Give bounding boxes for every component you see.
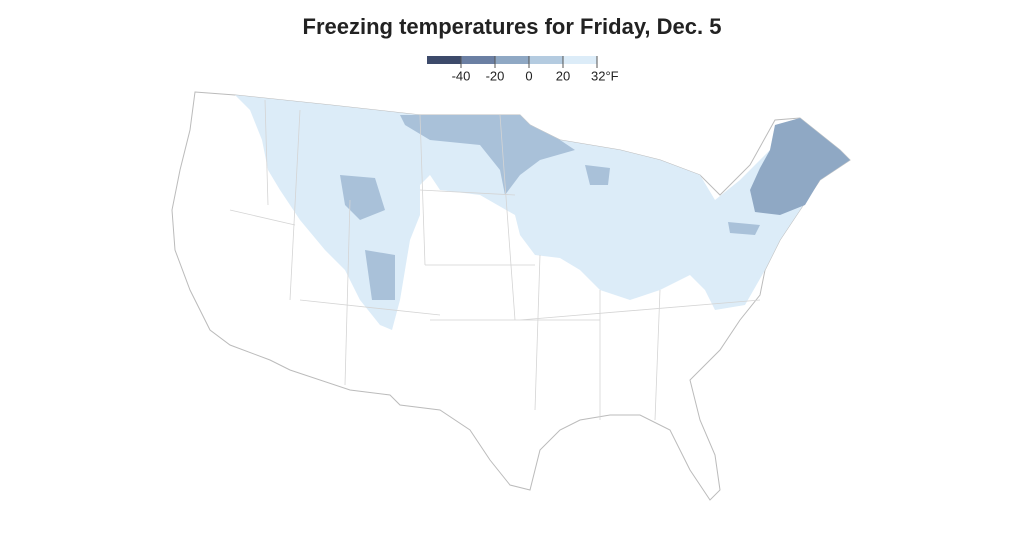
colder-area — [400, 115, 575, 195]
legend: -40 -20 0 20 32°F — [427, 56, 619, 83]
legend-swatch — [529, 56, 563, 64]
legend-tick-label: 0 — [525, 68, 532, 83]
title: Freezing temperatures for Friday, Dec. 5 — [303, 14, 722, 39]
map — [171, 91, 851, 501]
legend-tick-label: 20 — [556, 68, 570, 83]
legend-swatch — [563, 56, 597, 64]
legend-swatch — [427, 56, 461, 64]
legend-swatch — [461, 56, 495, 64]
legend-swatch — [495, 56, 529, 64]
legend-tick-label: -40 — [452, 68, 471, 83]
state-lines — [229, 99, 761, 421]
legend-tick-label: -20 — [486, 68, 505, 83]
colder-area — [750, 118, 850, 215]
colder-area — [340, 165, 760, 300]
legend-tick-label: 32°F — [591, 68, 619, 83]
